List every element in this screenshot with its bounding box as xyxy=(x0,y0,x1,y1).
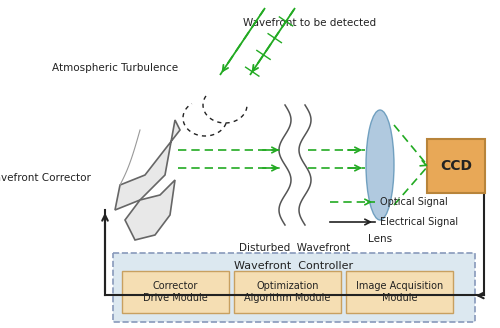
Text: Disturbed  Wavefront: Disturbed Wavefront xyxy=(240,243,350,253)
Text: Atmospheric Turbulence: Atmospheric Turbulence xyxy=(52,63,178,73)
FancyBboxPatch shape xyxy=(427,139,485,193)
Text: CCD: CCD xyxy=(440,159,472,173)
Ellipse shape xyxy=(366,110,394,220)
FancyBboxPatch shape xyxy=(234,271,341,313)
Text: Wavefront  Controller: Wavefront Controller xyxy=(234,261,354,271)
FancyBboxPatch shape xyxy=(113,253,475,322)
Polygon shape xyxy=(115,120,180,210)
Text: Image Acquisition
Module: Image Acquisition Module xyxy=(356,281,443,303)
Text: Wavefront Corrector: Wavefront Corrector xyxy=(0,173,91,183)
FancyBboxPatch shape xyxy=(122,271,229,313)
Text: Lens: Lens xyxy=(368,234,392,244)
FancyBboxPatch shape xyxy=(346,271,453,313)
Polygon shape xyxy=(125,180,175,240)
Text: Electrical Signal: Electrical Signal xyxy=(380,217,458,227)
Text: Optical Signal: Optical Signal xyxy=(380,197,448,207)
Text: Wavefront to be detected: Wavefront to be detected xyxy=(244,18,376,28)
Text: Corrector
Drive Module: Corrector Drive Module xyxy=(143,281,208,303)
Text: Optimization
Algorithm Module: Optimization Algorithm Module xyxy=(244,281,330,303)
